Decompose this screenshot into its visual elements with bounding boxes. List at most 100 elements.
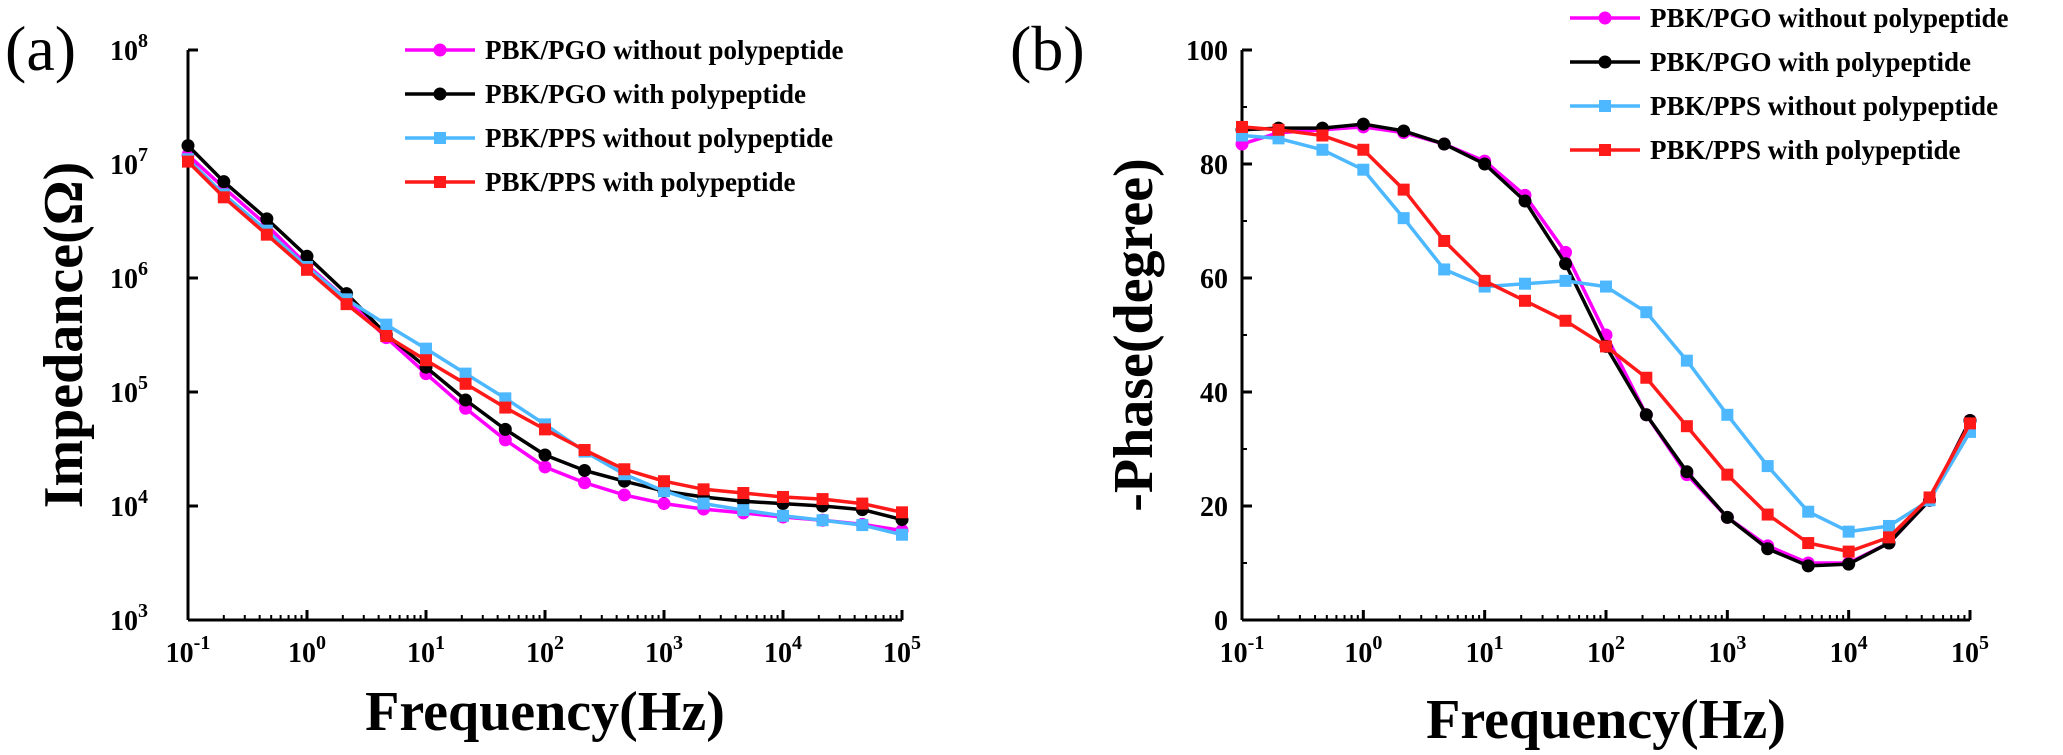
data-point (1640, 371, 1653, 384)
data-point (896, 528, 908, 541)
data-point (380, 318, 393, 331)
legend-swatch-marker (433, 43, 447, 57)
legend-swatch-marker (434, 132, 446, 144)
data-point (617, 488, 631, 502)
series-2 (182, 153, 908, 541)
data-point (1478, 274, 1491, 287)
data-point (697, 497, 710, 510)
data-point (1721, 408, 1734, 421)
y-tick-label: 100 (1186, 36, 1228, 67)
legend-swatch-marker (433, 87, 447, 101)
data-point (1518, 194, 1532, 208)
data-point (1357, 163, 1370, 176)
x-axis-title: Frequency(Hz) (365, 681, 725, 743)
data-point (539, 423, 551, 436)
data-point (578, 463, 592, 477)
data-point (1801, 559, 1815, 573)
y-tick-label: 0 (1214, 606, 1228, 637)
data-point (618, 463, 631, 476)
data-point (1519, 294, 1532, 307)
data-point (1923, 491, 1936, 504)
data-point (1397, 183, 1410, 196)
data-point (1559, 274, 1572, 287)
legend-swatch-marker (1599, 100, 1611, 112)
data-point (538, 460, 552, 474)
data-point (1883, 531, 1896, 544)
data-point (1559, 314, 1572, 327)
data-point (300, 249, 314, 263)
x-tick-label: 104 (1830, 632, 1868, 669)
legend-swatch-marker (1599, 144, 1611, 156)
y-tick-label: 104 (110, 486, 148, 523)
data-point (658, 475, 670, 488)
data-point (777, 509, 789, 522)
x-tick-label: 10-1 (166, 632, 211, 669)
data-point (1478, 157, 1492, 171)
data-point (896, 506, 908, 519)
data-point (260, 228, 273, 241)
series-line (186, 158, 903, 537)
data-point (1357, 143, 1370, 156)
data-point (498, 422, 512, 436)
x-tick-label: 102 (526, 632, 564, 669)
legend-entry-label: PBK/PPS with polypeptide (1650, 135, 1961, 165)
legend: PBK/PGO without polypeptide PBK/PGO with … (405, 35, 844, 197)
legend-entry-label: PBK/PPS without polypeptide (485, 123, 833, 153)
data-point (1519, 277, 1532, 290)
data-point (1438, 263, 1451, 276)
data-point (1397, 124, 1411, 138)
data-point (816, 493, 829, 506)
legend-swatch-marker (1598, 55, 1612, 69)
data-point (737, 487, 750, 500)
chart-panel-0: 10-1 100 101 102 103 104 105 103 104 105 106 107 108… (5, 13, 921, 743)
y-axis-title: -Phase(degree) (1103, 158, 1165, 512)
x-tick-label: 102 (1587, 632, 1625, 669)
data-point (1720, 510, 1734, 524)
data-point (1397, 212, 1410, 225)
data-point (856, 519, 869, 532)
data-point (657, 497, 671, 511)
y-tick-label: 106 (110, 258, 148, 295)
legend-swatch-marker (434, 176, 446, 188)
x-tick-label: 10-1 (1220, 632, 1265, 669)
data-point (1600, 340, 1612, 353)
data-point (737, 504, 750, 517)
data-point (301, 263, 313, 276)
data-point (1272, 123, 1285, 136)
data-point (856, 497, 869, 510)
data-point (777, 490, 789, 503)
data-point (1721, 468, 1734, 481)
data-point (459, 367, 472, 380)
data-point (1559, 245, 1573, 259)
chart-panel-1: 10-1 100 101 102 103 104 105 0 20 40 60 80 100 Freque… (1010, 3, 2009, 751)
data-point (1640, 306, 1653, 319)
data-point (578, 476, 592, 490)
data-point (1639, 408, 1653, 422)
data-point (1761, 508, 1774, 521)
data-point (1316, 143, 1329, 156)
data-point (1680, 354, 1693, 367)
data-point (1437, 137, 1451, 151)
legend: PBK/PGO without polypeptide PBK/PGO with … (1570, 3, 2009, 165)
x-tick-label: 104 (764, 632, 802, 669)
data-point (1883, 519, 1896, 532)
data-point (340, 298, 353, 311)
data-point (816, 514, 829, 527)
legend-entry-label: PBK/PGO with polypeptide (1650, 47, 1971, 77)
data-point (380, 329, 393, 342)
data-point (1680, 465, 1694, 479)
data-point (499, 401, 512, 414)
series-3 (182, 155, 908, 519)
panel-label: (a) (5, 13, 76, 84)
data-point (499, 392, 512, 405)
data-point (217, 175, 231, 189)
data-point (1356, 117, 1370, 131)
data-point (459, 393, 473, 407)
x-tick-label: 103 (645, 632, 683, 669)
data-point (182, 155, 194, 168)
panel-label: (b) (1010, 13, 1085, 84)
x-tick-label: 100 (288, 632, 326, 669)
x-tick-label: 101 (1466, 632, 1504, 669)
data-point (1842, 545, 1855, 558)
